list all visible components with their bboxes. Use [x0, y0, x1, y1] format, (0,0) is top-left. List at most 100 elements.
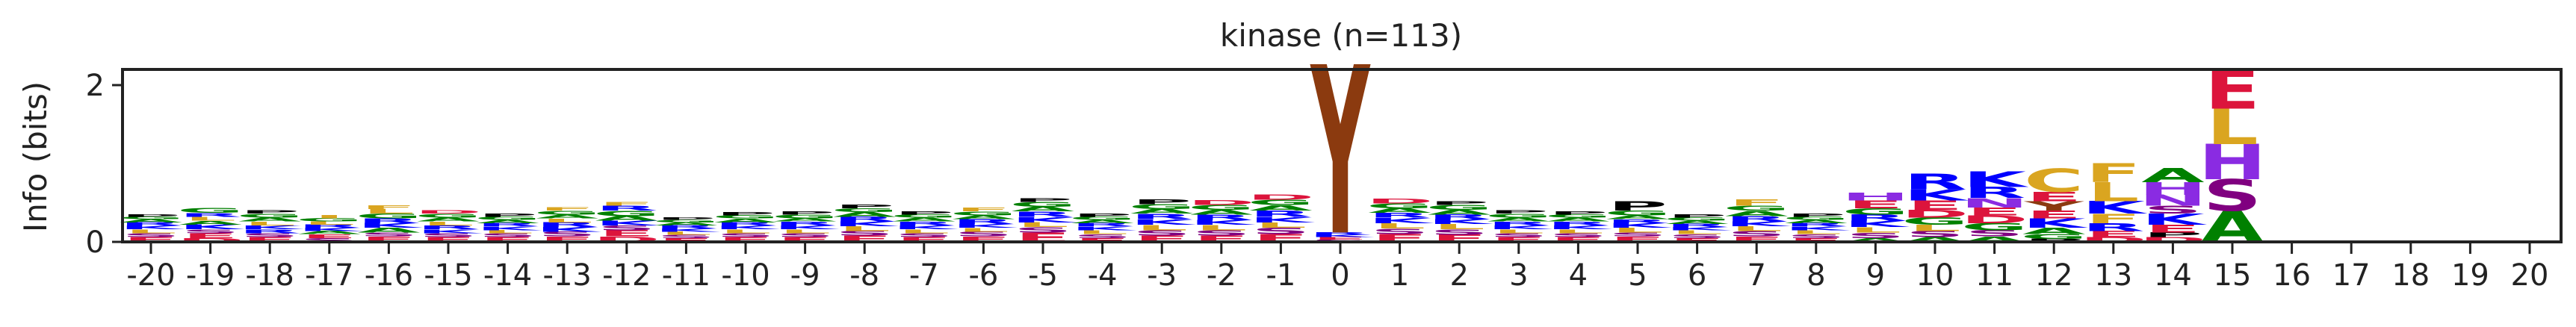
logo-letter: A [1546, 217, 1610, 222]
logo-letter: G [474, 216, 542, 221]
logo-letter: E [658, 237, 714, 243]
logo-letter: A [417, 217, 480, 222]
x-tick-label: -2 [1207, 258, 1236, 293]
logo-letter: R [774, 220, 837, 226]
logo-letter: E [2026, 208, 2082, 221]
logo-letter: G [1723, 205, 1790, 212]
logo-letter: R [120, 222, 182, 227]
x-tick-label: 3 [1509, 258, 1528, 293]
logo-letter: A [120, 218, 183, 223]
logo-letter: S [835, 230, 894, 237]
logo-letter: N [2139, 192, 2207, 209]
logo-letter: R [1666, 223, 1729, 228]
x-tick-label: -12 [602, 258, 651, 293]
logo-letter: S [538, 231, 597, 238]
logo-letter: K [773, 225, 840, 231]
logo-letter: E [1610, 235, 1666, 244]
logo-letter: K [1844, 219, 1910, 229]
logo-letter: P [1608, 199, 1668, 214]
logo-letter: L [1077, 229, 1129, 235]
logo-letter: R [714, 222, 777, 227]
logo-letter: L [1374, 222, 1426, 231]
logo-letter: H [1842, 190, 1910, 203]
logo-letter: A [773, 217, 837, 222]
logo-letter: L [1493, 228, 1545, 234]
logo-letter: K [714, 225, 781, 231]
logo-letter: E [1669, 237, 1725, 243]
logo-letter: R [1963, 184, 2026, 202]
logo-letter: K [1130, 218, 1197, 227]
logo-letter: E [1966, 205, 2022, 218]
logo-letter: A [536, 214, 599, 219]
logo-letter: P [1429, 200, 1489, 206]
x-tick-label: -1 [1266, 258, 1295, 293]
logo-letter: R [1309, 232, 1372, 236]
logo-letter: P [1668, 214, 1727, 219]
x-tick-label: -11 [662, 258, 710, 293]
x-tick-label: -17 [305, 258, 353, 293]
x-tick-label: 1 [1390, 258, 1409, 293]
logo-letter: E [539, 235, 595, 244]
logo-letter: A [476, 219, 539, 225]
logo-letter: K [1546, 225, 1613, 231]
logo-letter: N [1960, 196, 2028, 211]
logo-letter: S [716, 232, 775, 238]
x-tick-label: 11 [1975, 258, 2013, 293]
logo-letter: S [419, 232, 478, 238]
x-tick-label: -3 [1147, 258, 1177, 293]
x-tick-label: 4 [1569, 258, 1588, 293]
logo-letter: Y [2023, 199, 2084, 214]
logo-letter: P [1073, 213, 1133, 218]
logo-letter: L [958, 227, 1010, 233]
logo-letter: A [1606, 214, 1670, 220]
logo-letter: K [1665, 226, 1732, 231]
logo-letter: S [478, 232, 537, 238]
x-tick-label: 18 [2391, 258, 2430, 293]
logo-letter: E [1491, 236, 1547, 243]
logo-letter: K [179, 223, 245, 231]
logo-letter: F [599, 201, 655, 207]
logo-letter: L [1790, 229, 1842, 235]
logo-letter: S [598, 224, 657, 231]
logo-letter: P [775, 211, 835, 216]
logo-letter: G [1901, 216, 1969, 227]
logo-letter: A [1665, 220, 1729, 225]
logo-letter: E [1313, 237, 1369, 240]
logo-letter: D [2080, 236, 2148, 243]
logo-letter: L [1195, 223, 1248, 232]
logo-letter: R [298, 224, 361, 229]
logo-letter: R [1249, 209, 1312, 219]
logo-letter: A [1368, 207, 1431, 214]
logo-letter: A [2022, 226, 2085, 236]
logo-letter: D [1247, 193, 1315, 202]
logo-letter: R [893, 220, 956, 226]
logo-letter: S [895, 232, 954, 238]
logo-letter: P [478, 213, 538, 218]
logo-letter: R [1606, 218, 1669, 224]
logo-letter: K [952, 222, 1018, 228]
logo-letter: R [238, 228, 301, 234]
logo-letter: L [719, 228, 772, 234]
logo-letter: G [1664, 217, 1731, 222]
logo-letter: A [595, 215, 659, 222]
logo-letter: L [1730, 225, 1782, 232]
logo-letter: P [2143, 231, 2202, 239]
logo-letter: K [1368, 217, 1434, 225]
x-tick-label: -10 [721, 258, 770, 293]
logo-letter: K [833, 220, 900, 228]
logo-letter: A [2141, 164, 2204, 187]
logo-letter: G [1961, 221, 2028, 232]
logo-letter: K [1904, 187, 1970, 204]
logo-letter: A [357, 226, 421, 234]
logo-letter: R [536, 221, 598, 228]
logo-letter: P [1548, 211, 1608, 216]
logo-letter: L [1433, 222, 1485, 231]
logo-letter: L [838, 225, 890, 232]
logo-letter: L [1671, 229, 1724, 235]
logo-letter: P [240, 210, 300, 215]
x-tick-label: 5 [1628, 258, 1647, 293]
logo-letter: L [1611, 226, 1663, 234]
logo-letter: A [179, 219, 242, 225]
x-tick-label: 19 [2451, 258, 2489, 293]
logo-letter: K [357, 222, 424, 229]
